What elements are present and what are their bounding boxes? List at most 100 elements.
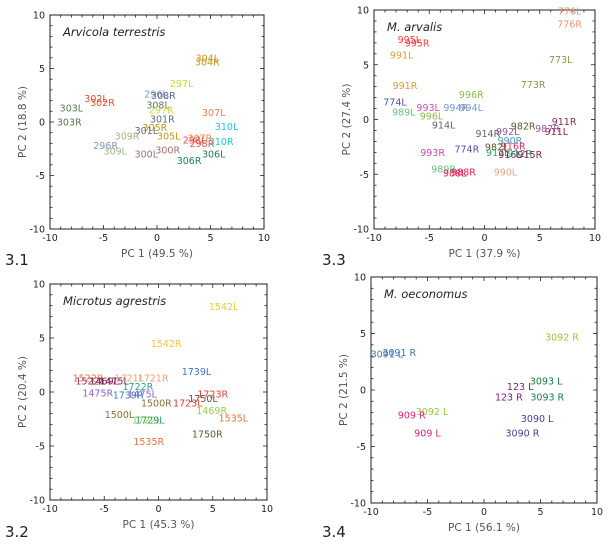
data-point-label: 309L [104, 146, 128, 157]
y-tick-label: 10 [354, 273, 366, 284]
data-point-label: 989L [392, 107, 416, 118]
data-point-label: 982L [485, 142, 509, 153]
data-point-label: 302R [90, 98, 115, 109]
y-tick-label: -5 [36, 442, 45, 453]
panel-number: 3.2 [5, 523, 29, 541]
y-tick-label: 0 [360, 386, 366, 397]
data-point-label: 1721R [138, 373, 169, 384]
x-tick-label: 0 [155, 504, 161, 515]
y-tick-label: 5 [39, 64, 45, 75]
y-tick-label: 10 [33, 280, 45, 291]
data-point-label: 993R [420, 148, 445, 159]
data-point-label: 914L [432, 120, 456, 131]
y-tick-label: -5 [36, 171, 45, 182]
data-point-label: 1739L [182, 367, 212, 378]
data-point-label: 996R [459, 90, 484, 101]
data-point-label: 1475L [127, 390, 157, 401]
x-tick-label: 5 [537, 233, 543, 244]
y-tick-label: 10 [357, 6, 369, 17]
data-point-label: 298R [190, 139, 215, 150]
data-point-label: 912L [486, 148, 510, 159]
data-point-label: 993L [416, 103, 440, 114]
y-tick-label: -10 [353, 225, 369, 236]
data-point-label: 1739R [113, 391, 144, 402]
y-tick-label: 5 [363, 60, 369, 71]
x-tick-label: 5 [210, 504, 216, 515]
data-point-label: 1542R [151, 339, 182, 350]
data-point-label: 991L [390, 50, 414, 61]
y-tick-label: -5 [357, 442, 366, 453]
data-point-label: 300L [135, 150, 159, 161]
x-tick-label: 10 [589, 233, 601, 244]
data-point-label: 1469L [90, 377, 120, 388]
data-point-label: 991R [393, 81, 418, 92]
data-point-label: 310L [215, 122, 239, 133]
data-point-label: 990L [494, 168, 518, 179]
data-point-label: 776L [558, 7, 582, 18]
data-point-label: 988R [451, 168, 476, 179]
x-axis-title: PC 1 (56.1 %) [448, 522, 520, 534]
data-point-label: 1750L [188, 394, 218, 405]
data-point-label: 994L [460, 103, 484, 114]
data-point-label: 297L [170, 79, 194, 90]
data-point-label: 1522R [73, 373, 104, 384]
data-point-label: 303L [60, 104, 84, 115]
data-point-label: 1729L [135, 416, 165, 427]
data-point-label: 3092 R [545, 332, 579, 343]
data-point-label: 912R [507, 149, 532, 160]
data-point-label: 1723R [197, 390, 228, 401]
x-tick-label: -10 [42, 233, 58, 244]
x-axis-title: PC 1 (37.9 %) [449, 248, 521, 260]
y-tick-label: 5 [39, 334, 45, 345]
data-point-label: 304R [195, 58, 220, 69]
y-tick-label: 5 [360, 329, 366, 340]
data-point-label: 1750R [192, 430, 223, 441]
data-point-label: 773L [549, 55, 573, 66]
data-point-label: 309R [115, 131, 140, 142]
x-tick-label: 0 [154, 233, 160, 244]
x-tick-label: 0 [481, 507, 487, 518]
data-point-label: 914R [475, 129, 500, 140]
data-point-label: 3090 R [506, 428, 540, 439]
data-point-label: 776R [557, 20, 582, 31]
data-point-label: 305L [157, 131, 181, 142]
data-point-label: 916R [501, 141, 526, 152]
data-point-label: 989R [431, 164, 456, 175]
data-point-label: 298L [183, 136, 207, 147]
data-point-label: 3090 L [521, 414, 554, 425]
x-tick-label: 10 [591, 507, 603, 518]
data-point-label: 3091 R [382, 348, 416, 359]
data-point-label: 306L [202, 150, 226, 161]
panel-title: Microtus agrestris [63, 294, 166, 308]
x-axis-title: PC 1 (45.3 %) [123, 519, 195, 531]
data-point-label: 982R [511, 122, 536, 133]
data-point-label: 996L [420, 112, 444, 123]
data-point-label: 297R [149, 106, 174, 117]
y-axis-title: PC 2 (21.5 %) [338, 354, 350, 426]
data-point-label: 1522L [75, 377, 105, 388]
data-point-label: 310R [209, 137, 234, 148]
y-tick-label: 0 [363, 115, 369, 126]
data-point-label: 301L [135, 126, 159, 137]
data-point-label: 916L [498, 150, 522, 161]
data-point-label: 308R [151, 91, 176, 102]
data-point-label: 909 L [414, 428, 441, 439]
panel-number: 3.1 [5, 251, 29, 269]
data-point-label: 1722L [132, 416, 162, 427]
data-point-label: 911R [552, 117, 577, 128]
panel-number: 3.3 [322, 251, 346, 269]
x-axis-title: PC 1 (49.5 %) [121, 248, 193, 260]
data-point-label: 994R [443, 103, 468, 114]
data-point-label: 995R [405, 38, 430, 49]
data-point-label: 123 L [507, 382, 534, 393]
data-point-label: 1475R [82, 389, 113, 400]
data-point-label: 987R [535, 124, 560, 135]
data-point-label: 302L [84, 94, 108, 105]
data-point-label: 3093 L [530, 376, 563, 387]
y-tick-label: -5 [360, 170, 369, 181]
data-point-label: 1535R [133, 437, 164, 448]
x-tick-label: 5 [537, 507, 543, 518]
data-point-label: 308L [146, 100, 170, 111]
panel-title: M. arvalis [387, 20, 442, 34]
data-point-label: 909 R [398, 410, 426, 421]
